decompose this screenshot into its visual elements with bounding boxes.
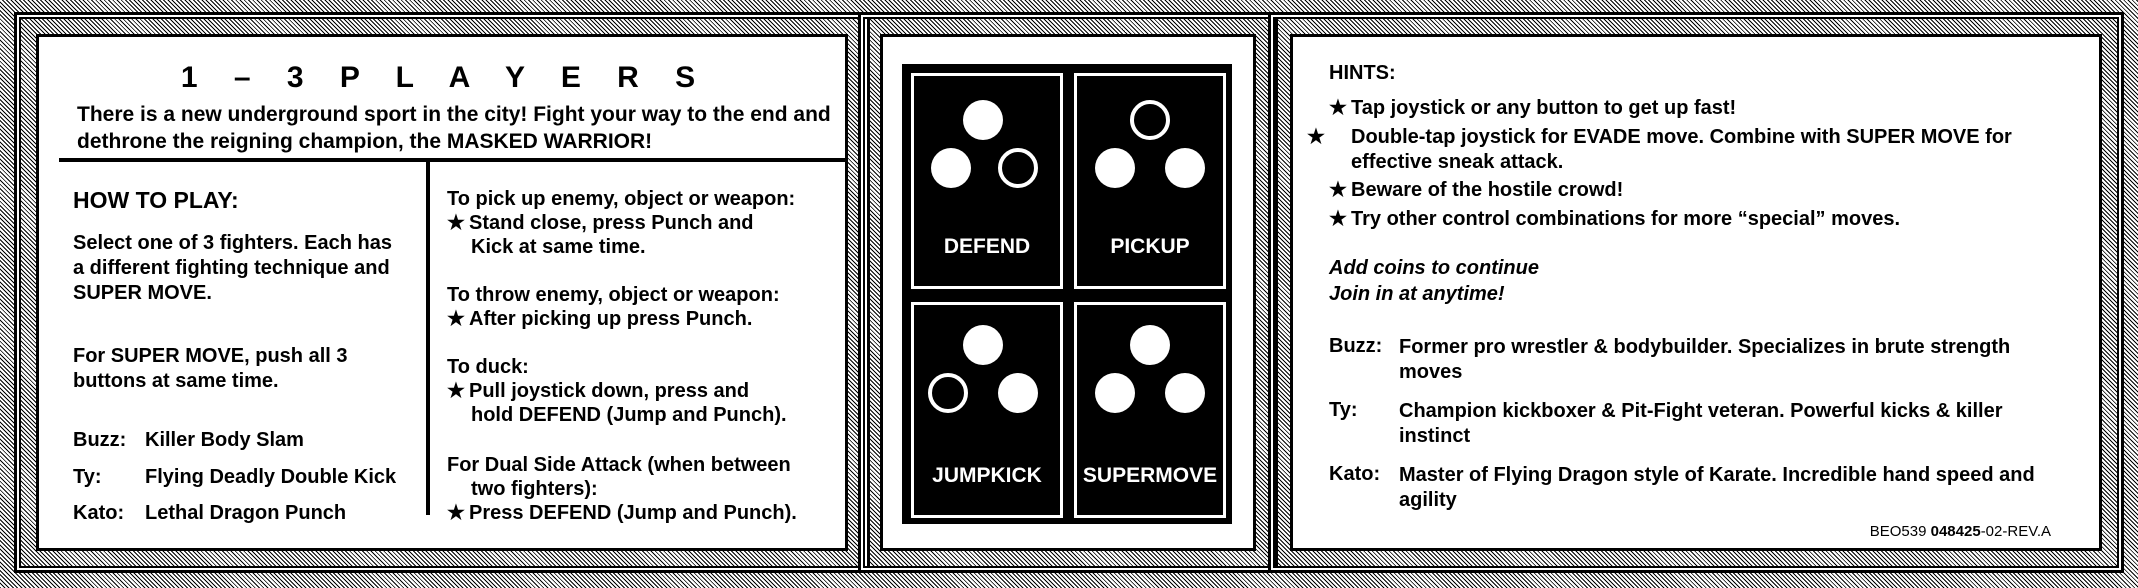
jumpkick-label: JUMPKICK	[932, 464, 1042, 487]
instruction-dual-attack: For Dual Side Attack (when between two f…	[447, 453, 797, 525]
button-dot	[963, 325, 1003, 365]
instruction-line: hold DEFEND (Jump and Punch).	[471, 404, 787, 426]
move-name: Flying Deadly Double Kick	[145, 466, 397, 488]
button-dot	[963, 100, 1003, 140]
fighter-bio: Master of Flying Dragon style of Karate.…	[1399, 464, 2035, 511]
instruction-pickup: To pick up enemy, object or weapon: ★ Sta…	[447, 187, 795, 259]
jumpkick-diagram: JUMPKICK	[908, 299, 1066, 521]
button-dot	[1130, 325, 1170, 365]
instruction-line: Pull joystick down, press and	[469, 380, 750, 402]
move-fighter-name: Buzz:	[73, 429, 127, 451]
star-icon: ★	[447, 502, 465, 524]
right-bevel	[1268, 12, 2124, 573]
pressed-button-ring	[928, 373, 968, 413]
move-fighter-name: Kato:	[73, 502, 125, 524]
button-dot	[998, 373, 1038, 413]
instruction-heading: two fighters):	[471, 478, 598, 500]
join-text: Join in at anytime!	[1329, 283, 1505, 305]
button-diagram: DEFEND PICKUP JUMPKICK SUPERMOVE	[902, 64, 1232, 524]
hint-item: ★ Tap joystick or any button to get up fa…	[1329, 97, 1737, 119]
pickup-label: PICKUP	[1110, 235, 1190, 258]
vertical-divider	[426, 162, 430, 515]
button-dot	[931, 148, 971, 188]
button-dot	[1095, 148, 1135, 188]
pressed-button-ring	[1130, 100, 1170, 140]
hint-item: ★ Try other control combinations for more…	[1329, 208, 1901, 230]
fighter-bio: Champion kickboxer & Pit-Fight veteran. …	[1399, 400, 2003, 447]
hints-panel: HINTS: ★ Tap joystick or any button to ge…	[1290, 34, 2102, 551]
star-icon: ★	[447, 308, 465, 330]
instruction-heading: To duck:	[447, 356, 529, 378]
pickup-diagram: PICKUP	[1071, 70, 1229, 292]
select-fighter-text: Select one of 3 fighters. Each has a dif…	[73, 232, 392, 304]
pressed-button-ring	[998, 148, 1038, 188]
instruction-heading: To pick up enemy, object or weapon:	[447, 188, 796, 210]
horizontal-divider	[59, 158, 845, 162]
defend-diagram: DEFEND	[908, 70, 1066, 292]
instructions-panel: 1 – 3 P L A Y E R S There is a new under…	[36, 34, 848, 551]
instruction-heading: To throw enemy, object or weapon:	[447, 284, 780, 306]
fighter-name: Kato:	[1329, 463, 1381, 485]
button-dot	[1095, 373, 1135, 413]
how-to-play-title: HOW TO PLAY:	[73, 187, 239, 213]
instruction-throw: To throw enemy, object or weapon: ★ After…	[447, 283, 780, 331]
button-dot	[1165, 373, 1205, 413]
instruction-line: Kick at same time.	[471, 236, 646, 258]
star-icon: ★	[447, 212, 465, 234]
continue-text: Add coins to continue	[1329, 257, 1539, 279]
hints-title: HINTS:	[1329, 62, 1396, 84]
fighter-bio: Former pro wrestler & bodybuilder. Speci…	[1399, 336, 2011, 383]
supermove-diagram: SUPERMOVE	[1071, 299, 1229, 521]
button-layout-panel: DEFEND PICKUP JUMPKICK SUPERMOVE	[880, 34, 1256, 551]
instruction-line: After picking up press Punch.	[469, 308, 753, 330]
instruction-line: Press DEFEND (Jump and Punch).	[469, 502, 797, 524]
instruction-duck: To duck: ★ Pull joystick down, press and …	[447, 355, 787, 427]
intro-text: There is a new underground sport in the …	[77, 103, 831, 153]
fighter-name: Buzz:	[1329, 335, 1383, 357]
move-name: Lethal Dragon Punch	[145, 502, 347, 524]
star-icon: ★	[1329, 208, 1347, 230]
button-dot	[1165, 148, 1205, 188]
fighter-name: Ty:	[1329, 399, 1358, 421]
supermove-label: SUPERMOVE	[1082, 464, 1218, 487]
hint-item: ★ Beware of the hostile crowd!	[1329, 179, 1624, 201]
instruction-line: Stand close, press Punch and	[469, 212, 754, 234]
middle-bevel	[858, 12, 1278, 573]
instruction-heading: For Dual Side Attack (when between	[447, 454, 791, 476]
star-icon: ★	[1307, 126, 1325, 148]
super-move-text: For SUPER MOVE, push all 3 buttons at sa…	[73, 345, 348, 392]
hint-item: ★ Double-tap joystick for EVADE move. Com…	[1307, 126, 2012, 173]
players-title: 1 – 3 P L A Y E R S	[180, 61, 710, 94]
move-name: Killer Body Slam	[145, 429, 304, 451]
defend-label: DEFEND	[943, 235, 1031, 258]
part-number: BEO539 048425-02-REV.A	[1869, 523, 2051, 540]
left-bevel	[14, 12, 870, 573]
star-icon: ★	[1329, 97, 1347, 119]
move-fighter-name: Ty:	[73, 466, 102, 488]
star-icon: ★	[1329, 179, 1347, 201]
star-icon: ★	[447, 380, 465, 402]
